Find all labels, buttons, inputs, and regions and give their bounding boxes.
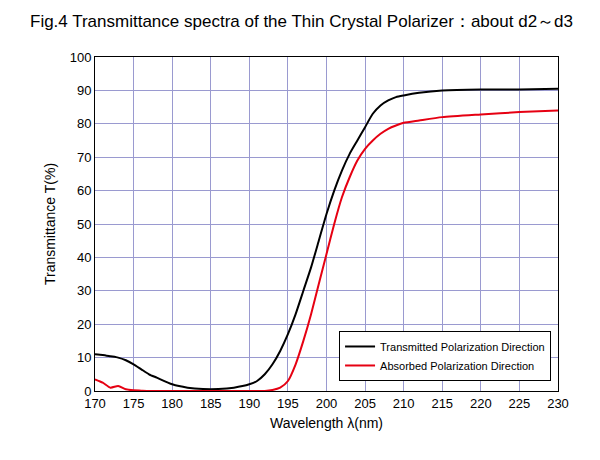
svg-text:Wavelength λ(nm): Wavelength λ(nm) (270, 415, 383, 431)
svg-text:0: 0 (84, 384, 91, 399)
svg-text:170: 170 (84, 396, 106, 411)
svg-text:60: 60 (77, 183, 91, 198)
svg-text:80: 80 (77, 116, 91, 131)
svg-text:175: 175 (123, 396, 145, 411)
svg-text:195: 195 (277, 396, 299, 411)
svg-text:90: 90 (77, 83, 91, 98)
svg-text:225: 225 (509, 396, 531, 411)
svg-text:Transmittance T(%): Transmittance T(%) (42, 163, 58, 285)
svg-text:Absorbed Polarization Directio: Absorbed Polarization Direction (380, 360, 534, 372)
svg-text:220: 220 (470, 396, 492, 411)
svg-text:30: 30 (77, 283, 91, 298)
svg-text:50: 50 (77, 217, 91, 232)
svg-text:210: 210 (393, 396, 415, 411)
svg-text:40: 40 (77, 250, 91, 265)
svg-text:70: 70 (77, 150, 91, 165)
svg-text:Transmitted Polarization Direc: Transmitted Polarization Direction (380, 341, 545, 353)
svg-text:100: 100 (70, 50, 92, 65)
svg-text:230: 230 (547, 396, 569, 411)
svg-text:10: 10 (77, 350, 91, 365)
svg-text:200: 200 (316, 396, 338, 411)
svg-text:190: 190 (238, 396, 260, 411)
svg-text:Fig.4 Transmittance spectra of: Fig.4 Transmittance spectra of the Thin … (30, 12, 573, 31)
svg-text:20: 20 (77, 317, 91, 332)
svg-text:185: 185 (200, 396, 222, 411)
svg-text:205: 205 (354, 396, 376, 411)
svg-text:180: 180 (161, 396, 183, 411)
svg-text:215: 215 (431, 396, 453, 411)
